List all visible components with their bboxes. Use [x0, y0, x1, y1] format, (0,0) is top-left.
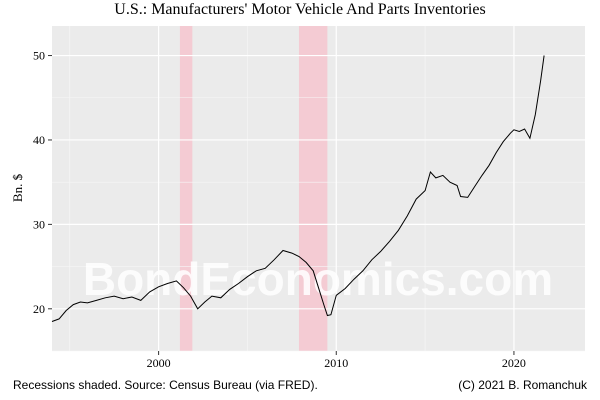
y-tick-label: 20 [33, 302, 45, 316]
y-axis-label: Bn. $ [10, 173, 25, 202]
recession-band [298, 26, 328, 351]
recession-band [179, 26, 193, 351]
y-tick-label: 30 [33, 217, 45, 231]
footer-copyright: (C) 2021 B. Romanchuk [458, 378, 587, 392]
chart-title: U.S.: Manufacturers' Motor Vehicle And P… [114, 1, 486, 18]
watermark: BondEconomics.com [83, 253, 553, 305]
y-tick-label: 40 [33, 133, 45, 147]
y-tick-label: 50 [33, 49, 45, 63]
footer-source-note: Recessions shaded. Source: Census Bureau… [13, 378, 318, 392]
grid-layer [52, 26, 585, 352]
x-tick-label: 2020 [502, 356, 526, 370]
recession-shading-layer [179, 26, 328, 351]
x-tick-label: 2010 [324, 356, 348, 370]
x-tick-label: 2000 [147, 356, 171, 370]
series-line [51, 55, 545, 322]
axis-ticks: 20 30 40 50 2000 2010 2020 [33, 49, 526, 370]
